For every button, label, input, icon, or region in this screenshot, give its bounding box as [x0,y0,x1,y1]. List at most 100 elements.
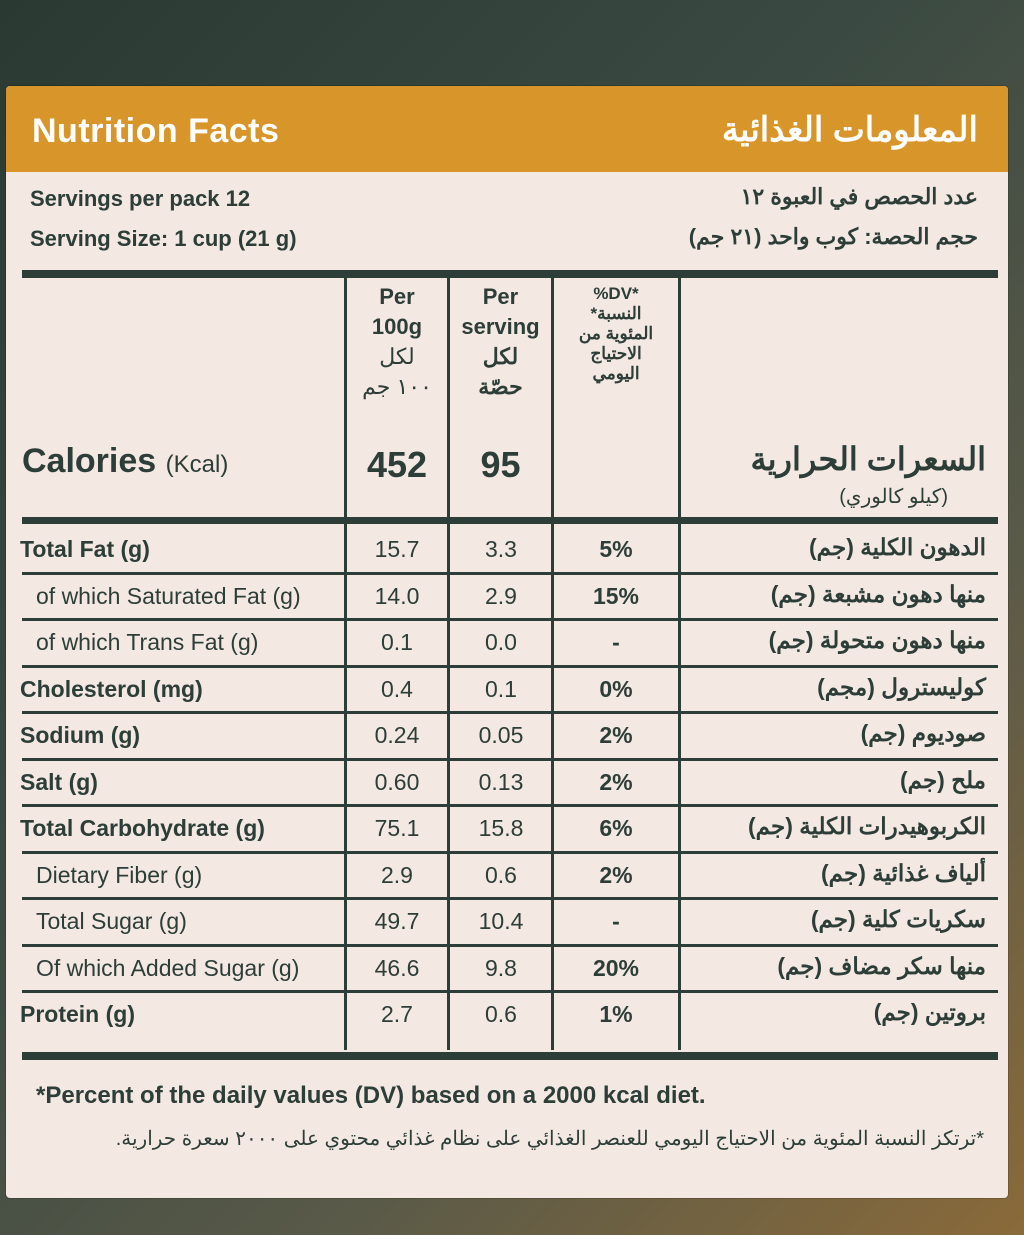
header-text: *النسبة [590,304,642,323]
nutrient-name-en: Protein (g) [20,1001,135,1027]
table-row: Cholesterol (mg) 0.4 0.1 0% كوليسترول (مجم) [6,666,1008,712]
nutrient-name-ar: سكريات كلية (جم) [810,906,986,932]
row-divider [22,850,998,854]
table-row: Total Sugar (g) 49.7 10.4 - سكريات كلية (جم) [6,898,1008,944]
value-per-100g: 2.7 [381,1001,413,1027]
nutrient-name-ar: ملح (جم) [899,766,986,793]
calories-per-serving: 95 [480,444,521,485]
row-divider [22,757,998,761]
header-text: 100g [371,314,423,339]
column-header-per-serving: Per serving لكل حصّة [450,282,551,402]
table-row: Of which Added Sugar (g) 46.6 9.8 20% منها س… [6,945,1008,991]
value-per-serving: 0.1 [485,675,517,702]
nutrient-name-ar: بروتين (جم) [873,999,986,1025]
calories-per-100g: 452 [366,444,428,485]
value-per-serving: 0.0 [485,629,517,655]
table-row: Salt (g) 0.60 0.13 2% ملح (جم) [6,759,1008,805]
value-dv: 2% [599,768,633,795]
value-dv: - [612,629,620,655]
row-divider [22,711,998,714]
column-divider [551,278,554,1050]
calories-label-en: Calories (Kcal) [22,442,228,481]
table-row: Protein (g) 2.7 0.6 1% بروتين (جم) [6,991,1008,1037]
nutrient-name-en: Total Carbohydrate (g) [20,815,265,841]
servings-per-pack-en: Servings per pack 12 [30,186,251,211]
column-divider [344,278,347,1050]
value-per-serving: 0.05 [478,722,524,748]
nutrient-name-en: Salt (g) [20,768,98,795]
calories-unit: (Kcal) [165,451,229,478]
nutrient-name-en: Sodium (g) [20,722,141,748]
value-dv: 2% [599,861,633,888]
nutrient-name-en: Total Sugar (g) [36,908,187,934]
header-text: ١٠٠ جم [362,374,432,399]
label-header: Nutrition Facts المعلومات الغذائية [6,86,1008,172]
header-text: serving [461,314,540,339]
value-per-100g: 49.7 [374,908,420,934]
row-divider [22,618,998,621]
header-text: المئوية من [578,324,654,343]
value-per-100g: 75.1 [374,815,420,841]
title-ar: المعلومات الغذائية [721,111,978,149]
value-dv: 15% [592,582,640,609]
table-row: Total Fat (g) 15.7 3.3 5% الدهون الكلية (جم) [6,526,1008,572]
value-per-100g: 0.24 [374,722,420,748]
row-divider [22,943,998,947]
divider-thick [22,1052,998,1060]
nutrition-label: Nutrition Facts المعلومات الغذائية Servi… [6,86,1008,1198]
value-per-100g: 15.7 [374,536,420,562]
nutrient-name-ar: الدهون الكلية (جم) [809,534,986,560]
nutrient-name-en: Of which Added Sugar (g) [36,954,300,981]
title-en: Nutrition Facts [32,112,280,150]
footnote-ar: *ترتكز النسبة المئوية من الاحتياج اليومي… [115,1128,984,1150]
nutrient-name-en: Dietary Fiber (g) [36,861,203,888]
value-per-serving: 15.8 [478,815,524,841]
divider-thick [22,517,998,524]
value-per-serving: 9.8 [485,954,517,981]
serving-size-en: Serving Size: 1 cup (21 g) [30,226,297,251]
value-dv: - [612,908,620,934]
row-divider [22,664,998,668]
header-text: Per [482,284,519,309]
value-per-100g: 14.0 [374,582,420,609]
nutrient-name-ar: منها سكر مضاف (جم) [777,952,986,979]
divider-thick [22,270,998,278]
header-text: الاحتياج [590,344,642,363]
table-row: Sodium (g) 0.24 0.05 2% صوديوم (جم) [6,712,1008,758]
row-divider [22,804,998,807]
value-per-serving: 2.9 [485,582,517,609]
row-divider [22,897,998,900]
value-per-serving: 3.3 [485,536,517,562]
header-text: لكل [482,344,519,369]
nutrient-name-en: of which Saturated Fat (g) [36,582,301,609]
nutrient-name-en: Cholesterol (mg) [20,675,203,702]
nutrient-name-ar: الكربوهيدرات الكلية (جم) [748,813,986,839]
nutrient-name-ar: كوليسترول (مجم) [817,673,986,700]
value-per-100g: 0.4 [381,675,413,702]
value-per-100g: 0.1 [381,629,413,655]
table-row: of which Trans Fat (g) 0.1 0.0 - منها دهون م… [6,619,1008,665]
value-per-100g: 2.9 [381,861,413,888]
value-per-serving: 0.6 [485,861,517,888]
footnote-en: *Percent of the daily values (DV) based … [36,1082,706,1109]
calories-text: Calories [22,442,157,480]
row-divider [22,990,998,993]
table-row: Total Carbohydrate (g) 75.1 15.8 6% الكربوهي… [6,805,1008,851]
value-dv: 1% [599,1001,633,1027]
column-header-dv: %DV* *النسبة المئوية من الاحتياج اليومي [554,284,678,384]
column-header-per-100g: Per 100g لكل ١٠٠ جم [347,282,447,402]
value-per-100g: 46.6 [374,954,420,981]
nutrient-name-ar: صوديوم (جم) [860,720,986,746]
header-text: لكل [379,344,415,369]
calories-label-ar: السعرات الحرارية [750,441,986,477]
nutrient-name-en: Total Fat (g) [20,536,150,562]
table-row: of which Saturated Fat (g) 14.0 2.9 15% منها… [6,573,1008,619]
header-text: اليومي [592,364,640,383]
value-per-100g: 0.60 [374,768,420,795]
nutrient-name-en: of which Trans Fat (g) [36,629,259,655]
value-per-serving: 10.4 [478,908,524,934]
value-dv: 5% [599,536,633,562]
header-text: حصّة [478,374,523,399]
nutrient-name-ar: منها دهون متحولة (جم) [768,627,986,653]
header-text: Per [379,284,415,309]
